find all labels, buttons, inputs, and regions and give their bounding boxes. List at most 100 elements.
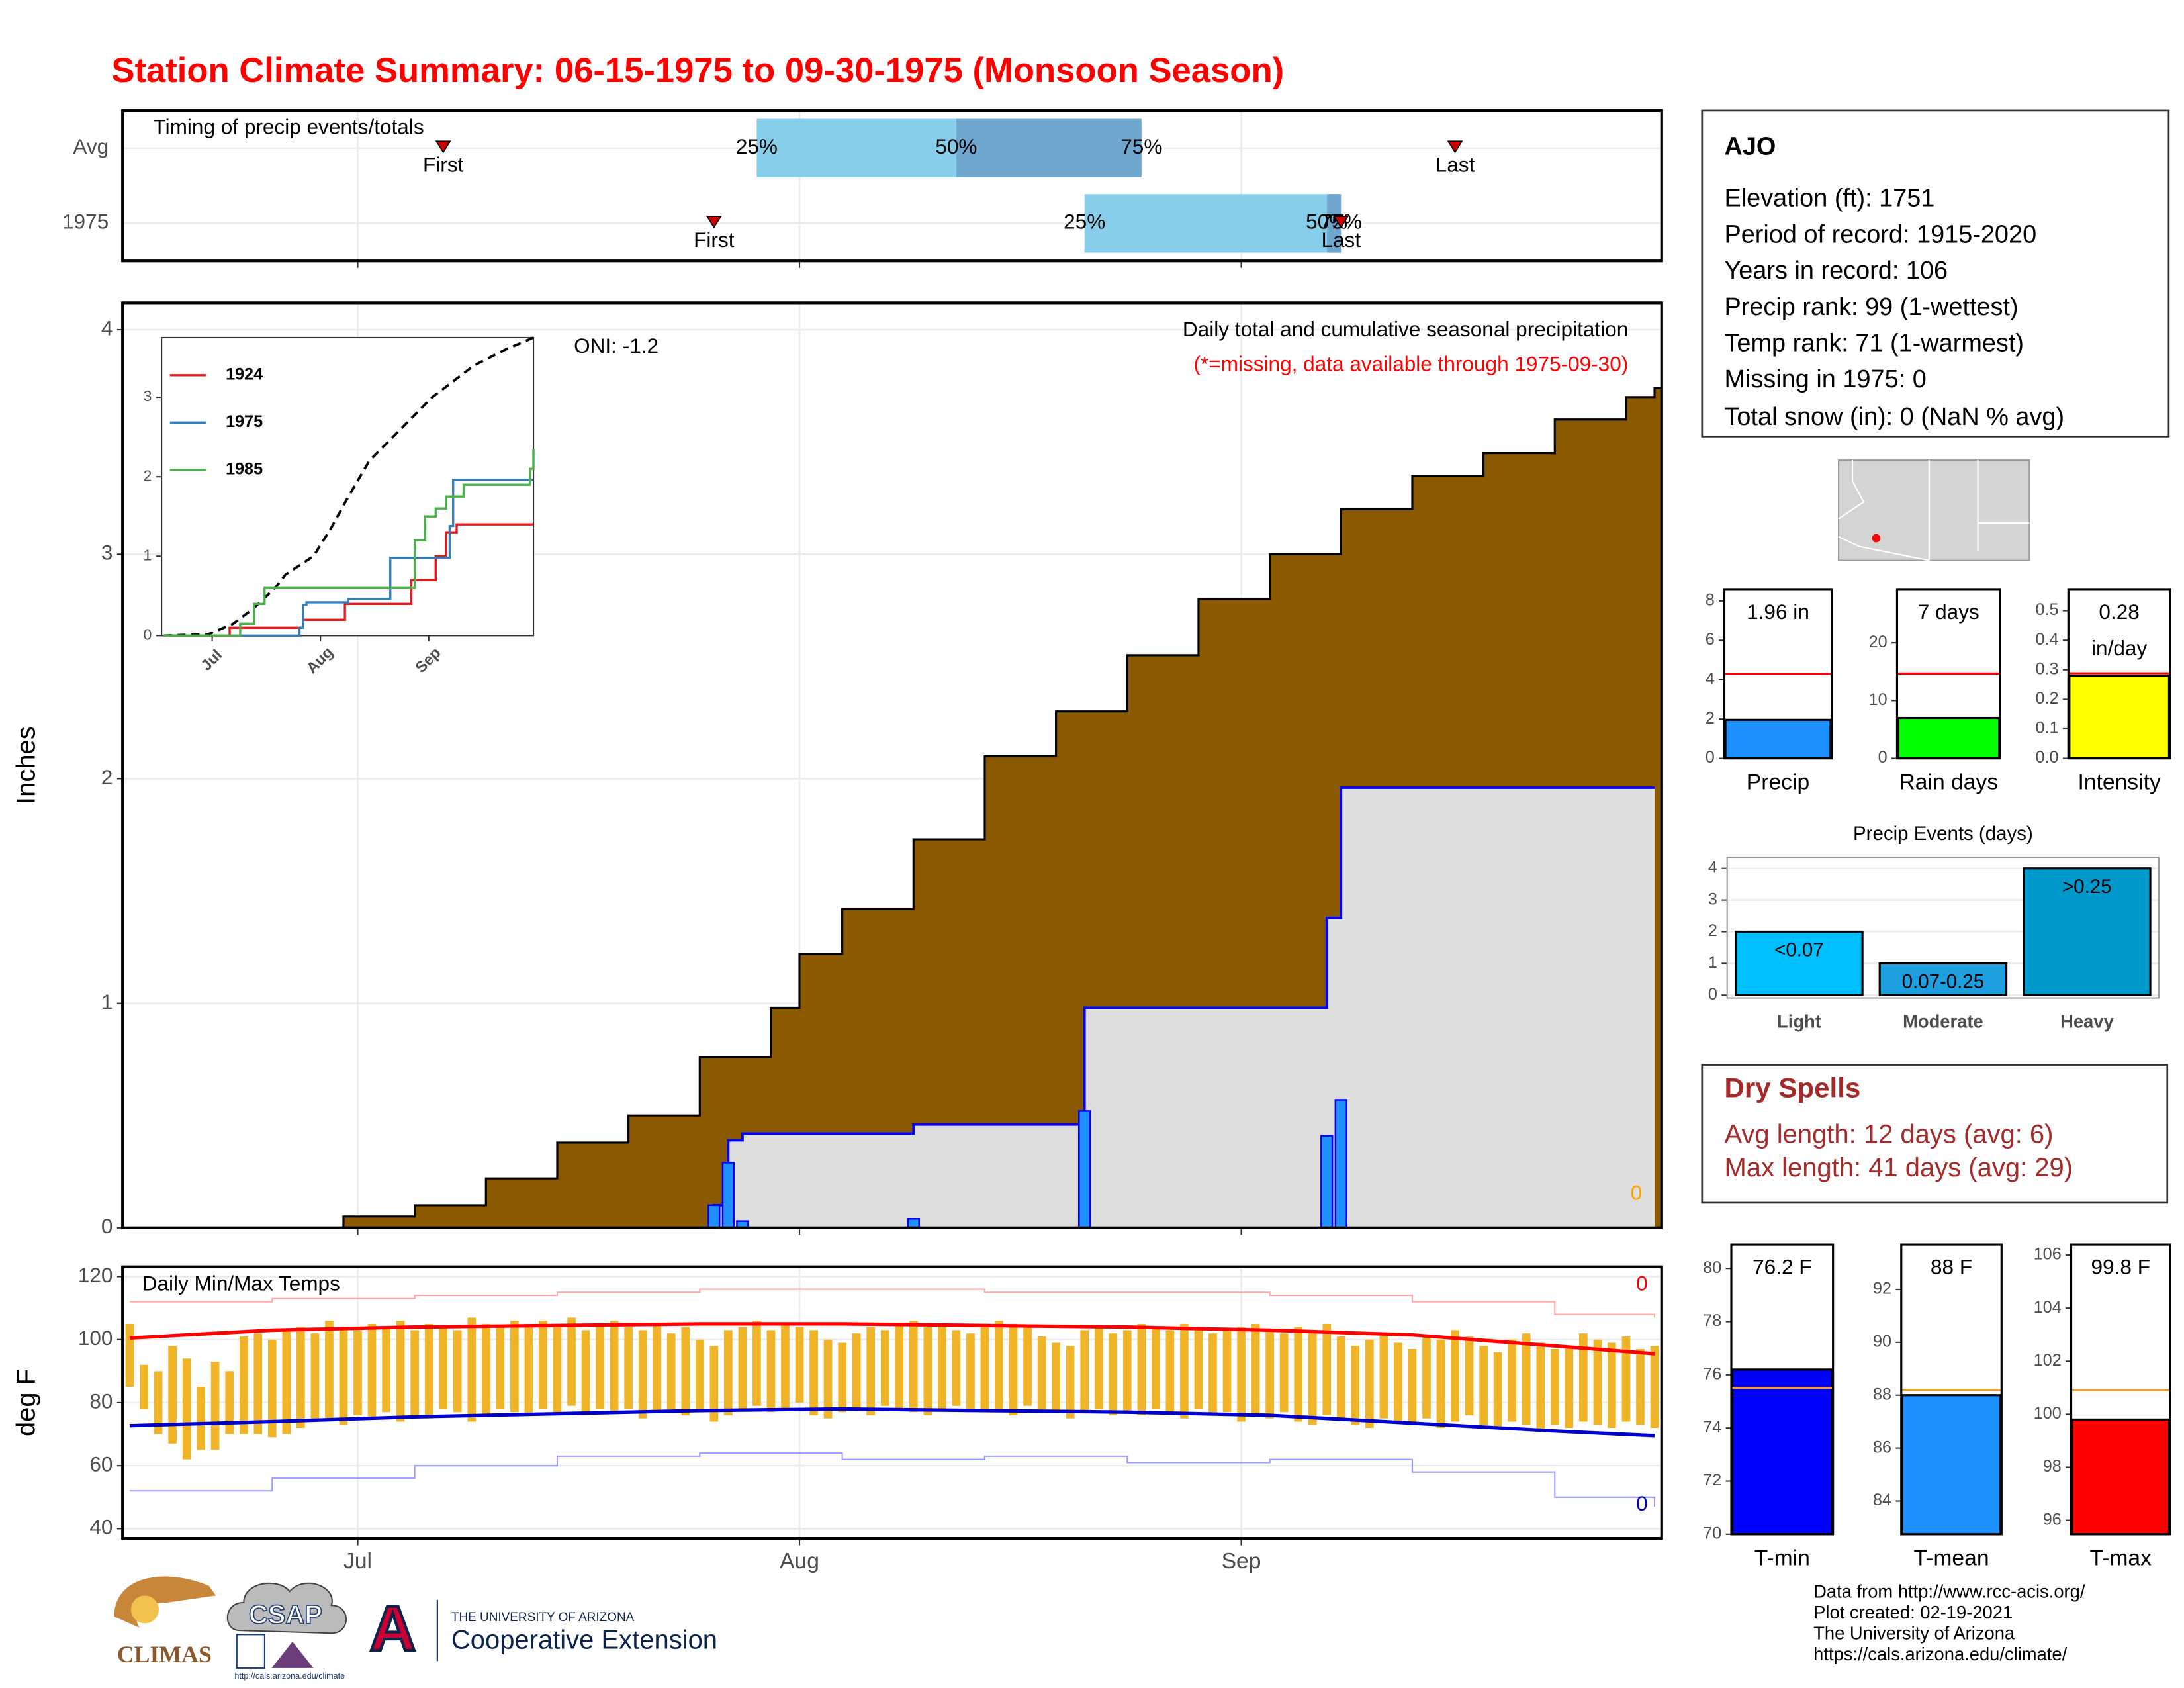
y-tick-label: 0.4 [2035,630,2058,649]
y-tick-label: 3 [144,387,152,404]
temp-range-bar [1436,1339,1445,1429]
average-cumulative-line [163,336,534,637]
legend-label: 1975 [226,412,263,431]
panel-frame [1730,1243,1835,1536]
map-land [1838,459,2030,561]
daily-precip-bar [707,1204,721,1229]
locator-map [1838,459,2030,561]
temp-range-bar [1009,1323,1018,1415]
panel-frame [121,1265,1663,1540]
annotation: 0 [1636,1491,1648,1515]
value-label-box: 99.8 F [2091,1256,2150,1280]
temp-range-bar [282,1330,291,1434]
subtitle: Daily total and cumulative seasonal prec… [1183,317,1628,341]
quartile-bar [956,118,1142,177]
csap-url: http://cals.arizona.edu/climate [234,1671,345,1681]
category-label: Precip [1747,770,1809,794]
temp-range-bar [752,1321,761,1406]
missing-count: 0 [1631,1181,1643,1205]
temp-range-bar [1080,1330,1089,1413]
y-tick-label: 0.1 [2035,719,2058,737]
temp-range-bar [439,1327,448,1409]
y-tick-label: 102 [2034,1351,2062,1370]
station-detail: Temp rank: 71 (1-warmest) [1724,330,2024,357]
record-line [129,1452,1656,1507]
temp-range-bar [624,1327,633,1409]
temp-range-bar [995,1321,1003,1413]
y-tick-label: 104 [2034,1298,2062,1317]
cumulative-1975-area [129,788,1655,1228]
temp-range-bar [410,1330,419,1415]
university-text: THE UNIVERSITY OF ARIZONA [451,1611,635,1624]
bar [1731,1368,1833,1536]
temp-range-bar [766,1330,776,1413]
temp-range-bar [1394,1342,1402,1422]
temp-range-bar [481,1323,490,1415]
y-tick-label: 72 [1703,1471,1721,1489]
temp-range-bar [524,1323,533,1415]
temp-range-bar [638,1330,647,1419]
category-label: T-max [2089,1546,2152,1571]
y-tick-label: 20 [1869,633,1888,651]
station-detail: Missing in 1975: 0 [1724,365,1926,393]
event-label: First [423,152,464,176]
quartile-label: 25% [1064,210,1105,234]
bar [1878,962,2008,996]
temp-range-bar [168,1346,177,1444]
temp-range-bar [895,1323,904,1409]
temp-range-bar [140,1364,148,1409]
category-label: Light [1777,1011,1821,1032]
value-label-box: 1.96 in [1747,601,1809,625]
daily-precip-bar [1320,1135,1334,1229]
temp-range-bar [1465,1336,1474,1415]
temp-range-bar [724,1330,733,1415]
temp-range-bar [909,1321,918,1413]
temp-range-bar [154,1371,163,1434]
range-label: <0.07 [1774,939,1824,961]
y-tick-label: 0.3 [2035,659,2058,678]
value-label: 0.28 in/day [2091,600,2148,661]
panel-title: Timing of precip events/totals [154,115,424,139]
temp-range-bar [738,1327,747,1409]
temp-range-bar [1308,1330,1317,1425]
temp-range-bar [596,1323,604,1409]
temp-range-bar [296,1327,305,1429]
range-label: >0.25 [2062,876,2112,898]
y-tick-label: 80 [1703,1258,1721,1277]
y-tick-label: 0.5 [2035,600,2058,619]
year-line [163,479,534,637]
y-tick-label: 86 [1873,1438,1891,1456]
y-tick-label: 0.2 [2035,689,2058,708]
y-tick-label: 4 [101,316,113,340]
temp-range-bar [353,1330,362,1415]
event-label: First [694,228,735,252]
footer-line: https://cals.arizona.edu/climate/ [1813,1644,2067,1664]
y-tick-label: 10 [1869,690,1888,709]
map-border [1838,460,1865,520]
temp-range-bar [210,1362,220,1450]
bar [1897,716,2001,760]
y-tick-label: 92 [1873,1280,1891,1298]
event-marker [705,216,722,229]
temp-range-bar [1137,1323,1146,1415]
temp-range-bar [581,1330,590,1415]
temp-range-bar [253,1333,263,1434]
temp-range-bar [1265,1330,1274,1419]
panel-frame [1900,1243,2003,1536]
category-label: T-min [1754,1546,1810,1571]
climas-sun [130,1595,159,1624]
temp-range-bar [938,1323,946,1409]
daily-precip-bar [1334,1099,1347,1229]
y-tick-label: 100 [2034,1404,2062,1423]
temp-range-bar [1208,1333,1217,1415]
y-tick-label: 0 [1708,985,1717,1004]
category-label: Rain days [1899,770,1998,794]
station-box [1701,109,2170,438]
temp-range-bar [1608,1342,1616,1429]
y-tick-label: 90 [1873,1333,1891,1351]
daily-precip-bar [1078,1110,1091,1229]
y-tick-label: 78 [1703,1311,1721,1330]
temp-range-bar [496,1327,505,1409]
